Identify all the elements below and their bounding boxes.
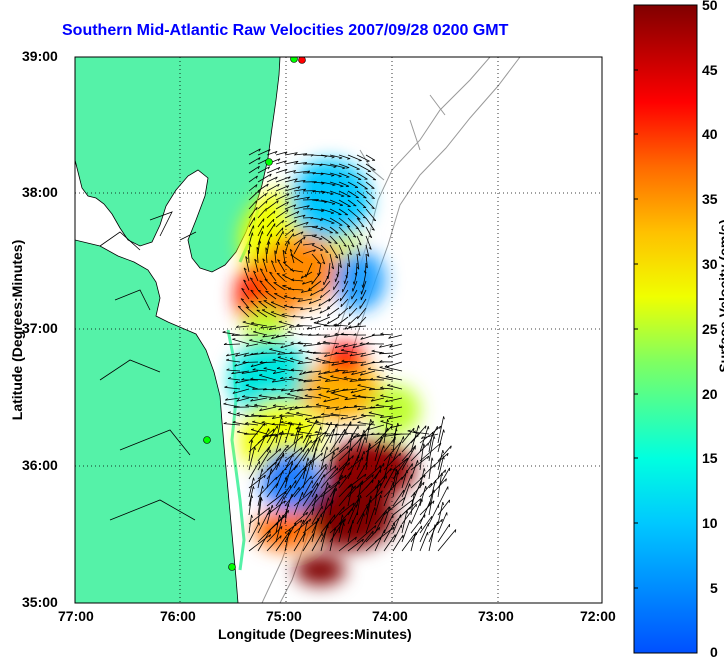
velocity-arrow [366,263,367,273]
velocity-arrow-head [336,425,337,428]
x-tick-label: 74:00 [372,608,408,624]
velocity-arrow-head [350,306,351,309]
y-tick-label: 38:00 [22,184,58,200]
colorbar-tick-label: 20 [702,386,718,402]
velocity-arrow-head [365,437,366,440]
velocity-arrow-head [364,513,365,516]
velocity-arrow-head [363,198,366,199]
x-tick-label: 76:00 [160,608,196,624]
velocity-arrow-head [410,484,411,487]
x-tick-label: 75:00 [266,608,302,624]
velocity-arrow-head [321,427,322,430]
velocity-arrow-head [375,507,376,510]
velocity-arrow-head [371,188,374,189]
velocity-arrow-head [418,460,419,463]
colorbar-tick-label: 10 [702,515,718,531]
colorbar-tick-label: 40 [702,126,718,142]
y-tick-label: 37:00 [22,320,58,336]
velocity-arrow-head [414,428,415,431]
colorbar-tick-label: 45 [702,62,718,78]
colorbar [634,5,697,653]
x-axis-label: Longitude (Degrees:Minutes) [218,626,412,642]
velocity-arrow [297,326,312,327]
velocity-arrow [303,218,313,219]
x-tick-label: 72:00 [580,608,616,624]
y-tick-label: 39:00 [22,48,58,64]
velocity-arrow-head [278,483,279,486]
colorbar-tick-label: 30 [702,256,718,272]
colorbar-tick-label: 15 [702,450,718,466]
velocity-arrow-head [335,279,336,282]
y-tick-label: 35:00 [22,594,58,610]
velocity-arrow-head [384,446,385,449]
colorbar-tick-label: 35 [702,191,718,207]
velocity-arrow-head [373,531,374,534]
colorbar-label: Surface Velocity (cm/s) [716,196,724,396]
velocity-arrow [293,299,303,300]
velocity-arrow-head [271,312,274,313]
velocity-arrow-head [312,281,313,284]
velocity-arrow [306,407,321,408]
velocity-arrow [370,380,384,381]
velocity-arrow-head [259,301,262,302]
velocity-arrow-head [341,196,344,197]
chart-title: Southern Mid-Atlantic Raw Velocities 200… [62,22,642,40]
velocity-arrow-head [358,316,359,319]
velocity-arrow-head [264,423,265,426]
velocity-arrow-head [380,470,381,473]
velocity-arrow-head [288,445,289,448]
velocity-arrow-head [336,488,337,491]
colorbar-tick-label: 25 [702,321,718,337]
colorbar-tick-label: 5 [710,580,718,596]
velocity-arrow [272,425,285,426]
x-tick-label: 77:00 [58,608,94,624]
y-tick-label: 36:00 [22,457,58,473]
colorbar-tick-label: 0 [710,644,718,660]
colorbar-tick-label: 50 [702,0,718,13]
velocity-arrow-head [292,494,293,497]
velocity-arrow-head [390,507,391,510]
velocity-arrow [303,200,319,201]
velocity-arrow-head [346,168,349,169]
x-tick-label: 73:00 [478,608,514,624]
velocity-arrow [243,362,258,363]
velocity-arrow-head [361,291,362,294]
velocity-arrow-head [431,483,432,486]
